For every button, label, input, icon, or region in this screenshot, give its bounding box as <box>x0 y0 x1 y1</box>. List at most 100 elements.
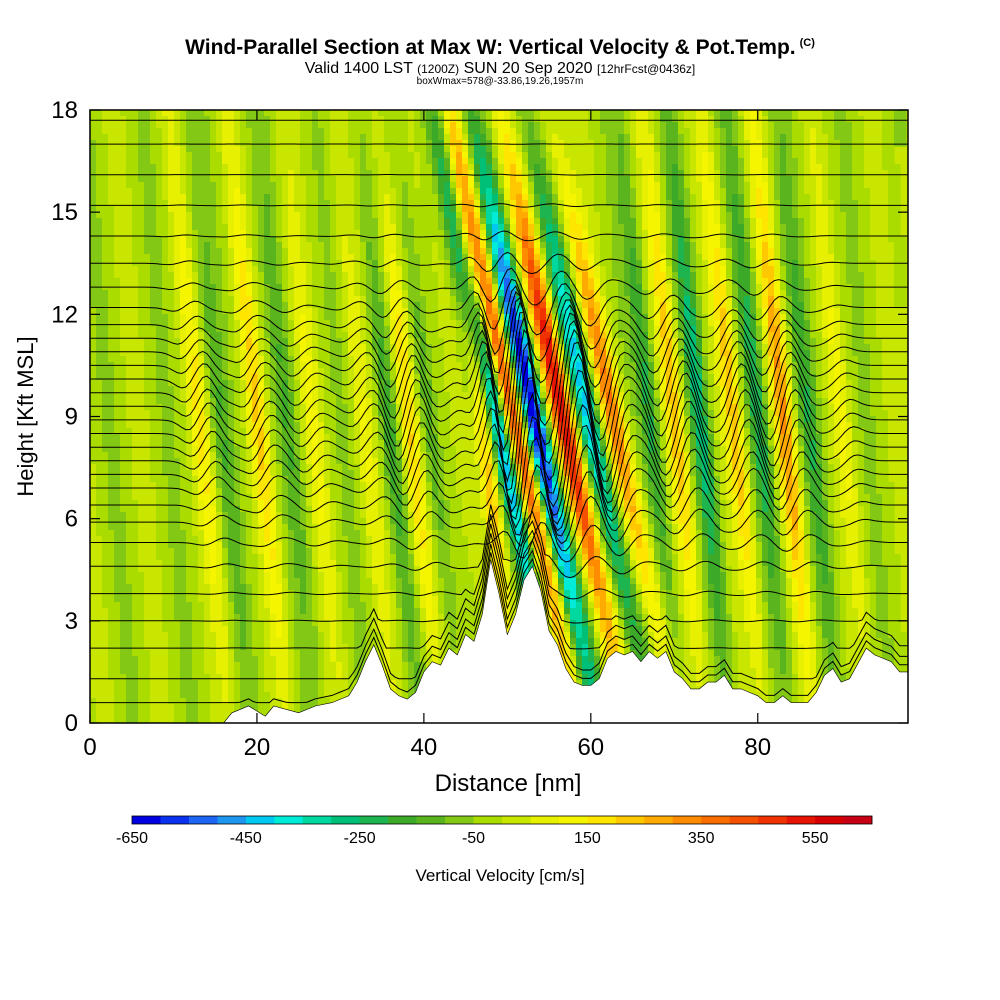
w-cell <box>846 278 865 285</box>
w-cell <box>114 404 127 411</box>
w-cell <box>522 182 529 189</box>
w-cell <box>672 284 679 291</box>
w-cell <box>522 404 529 411</box>
w-cell <box>270 164 277 171</box>
w-cell <box>276 242 283 249</box>
w-cell <box>714 122 721 129</box>
w-cell <box>714 176 721 183</box>
w-cell <box>180 122 187 129</box>
w-cell <box>792 272 799 279</box>
w-cell <box>414 224 439 231</box>
w-cell <box>864 152 883 159</box>
w-cell <box>786 374 793 381</box>
w-cell <box>708 218 715 225</box>
w-cell <box>192 260 199 267</box>
w-cell <box>288 290 295 297</box>
w-cell <box>192 236 199 243</box>
w-cell <box>552 164 559 171</box>
w-cell <box>558 170 577 177</box>
w-cell <box>708 356 715 363</box>
w-cell <box>750 134 757 141</box>
w-cell <box>798 260 805 267</box>
w-cell <box>672 386 679 393</box>
w-cell <box>534 116 541 123</box>
w-cell <box>264 344 271 351</box>
w-cell <box>186 350 199 357</box>
w-cell <box>792 134 805 141</box>
w-cell <box>444 122 451 129</box>
w-cell <box>222 362 229 369</box>
w-cell <box>564 140 595 147</box>
w-cell <box>816 176 823 183</box>
w-cell <box>714 314 721 321</box>
w-cell <box>780 332 787 339</box>
w-cell <box>528 254 535 261</box>
w-cell <box>774 290 781 297</box>
w-cell <box>348 296 361 303</box>
w-cell <box>120 338 145 345</box>
w-cell <box>690 194 697 201</box>
w-cell <box>468 278 475 285</box>
w-cell <box>828 344 841 351</box>
w-cell <box>330 248 337 255</box>
w-cell <box>90 134 109 141</box>
w-cell <box>222 278 229 285</box>
w-cell <box>96 170 109 177</box>
w-cell <box>198 230 217 237</box>
w-cell <box>552 278 559 285</box>
w-cell <box>510 218 517 225</box>
w-cell <box>726 260 733 267</box>
w-cell <box>336 392 343 399</box>
w-cell <box>738 116 745 123</box>
w-cell <box>360 176 373 183</box>
w-cell <box>390 296 403 303</box>
w-cell <box>600 284 607 291</box>
w-cell <box>840 362 847 369</box>
w-cell <box>246 218 253 225</box>
w-cell <box>234 242 247 249</box>
w-cell <box>546 152 553 159</box>
w-cell <box>480 116 487 123</box>
w-cell <box>750 194 757 201</box>
w-cell <box>90 152 97 159</box>
w-cell <box>222 212 229 219</box>
w-cell <box>732 332 739 339</box>
w-cell <box>828 320 835 327</box>
w-cell <box>414 308 421 315</box>
w-cell <box>414 302 421 309</box>
w-cell <box>426 134 433 141</box>
w-cell <box>246 158 253 165</box>
w-cell <box>234 302 241 309</box>
w-cell <box>684 194 691 201</box>
w-cell <box>510 164 517 171</box>
w-cell <box>414 152 421 159</box>
w-cell <box>450 278 457 285</box>
w-cell <box>432 146 445 153</box>
w-cell <box>654 404 661 411</box>
w-cell <box>696 320 703 327</box>
w-cell <box>90 230 103 237</box>
w-cell <box>540 278 547 285</box>
w-cell <box>528 260 535 267</box>
w-cell <box>732 392 739 399</box>
w-cell <box>696 236 703 243</box>
w-cell <box>270 368 277 375</box>
w-cell <box>462 116 469 123</box>
w-cell <box>456 194 463 201</box>
w-cell <box>504 314 511 321</box>
w-cell <box>582 218 589 225</box>
w-cell <box>720 128 727 135</box>
w-cell <box>588 374 595 381</box>
w-cell <box>210 260 223 267</box>
w-cell <box>252 272 259 279</box>
w-cell <box>696 254 703 261</box>
w-cell <box>318 122 331 129</box>
w-cell <box>240 398 247 405</box>
w-cell <box>216 284 223 291</box>
w-cell <box>828 338 835 345</box>
w-cell <box>558 380 565 387</box>
w-cell <box>402 206 409 213</box>
w-cell <box>726 236 733 243</box>
w-cell <box>804 326 811 333</box>
w-cell <box>300 386 307 393</box>
